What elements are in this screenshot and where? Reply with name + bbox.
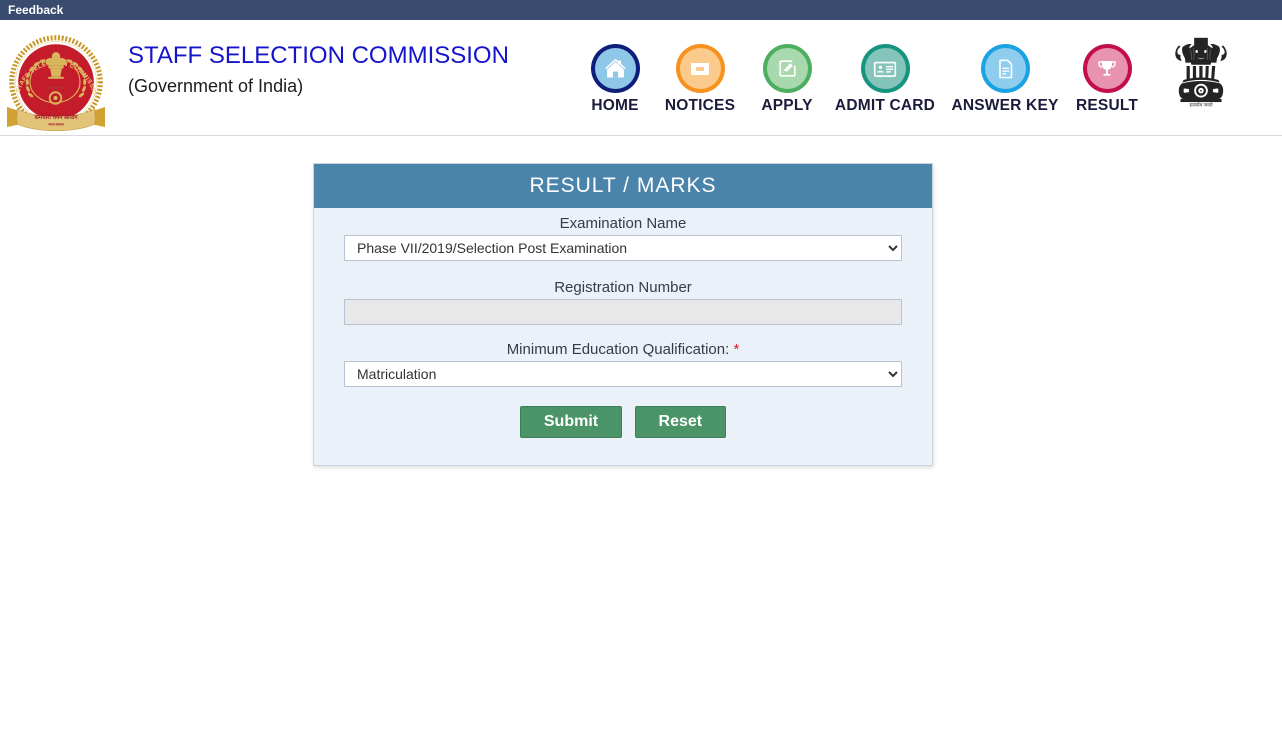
svg-text:कर्मचारी चयन आयोग: कर्मचारी चयन आयोग xyxy=(34,113,79,121)
svg-text:सत्यमेव जयते: सत्यमेव जयते xyxy=(1189,102,1212,107)
svg-text:भारत सरकार: भारत सरकार xyxy=(48,122,64,126)
